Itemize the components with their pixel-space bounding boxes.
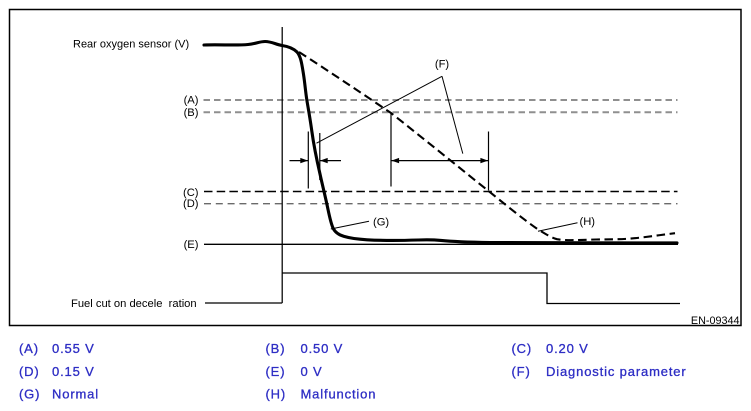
svg-text:(E): (E) (184, 239, 199, 251)
svg-text:(B): (B) (184, 107, 199, 119)
svg-text:(F): (F) (512, 364, 531, 379)
svg-text:(G): (G) (373, 216, 389, 228)
svg-text:0.15 V: 0.15 V (52, 364, 95, 379)
svg-text:(H): (H) (266, 386, 287, 401)
svg-text:Malfunction: Malfunction (301, 386, 377, 401)
svg-text:(F): (F) (435, 59, 450, 71)
svg-text:(D): (D) (183, 198, 199, 210)
svg-text:Normal: Normal (52, 386, 99, 401)
svg-text:Fuel cut on decele ration: Fuel cut on decele ration (71, 298, 197, 310)
svg-text:0.20 V: 0.20 V (546, 341, 589, 356)
svg-text:(C): (C) (183, 187, 199, 199)
svg-text:EN-09344: EN-09344 (691, 315, 740, 327)
svg-text:0 V: 0 V (301, 364, 323, 379)
svg-text:(E): (E) (266, 364, 286, 379)
svg-text:0.55 V: 0.55 V (52, 341, 95, 356)
svg-text:(G): (G) (19, 386, 40, 401)
svg-text:0.50 V: 0.50 V (301, 341, 344, 356)
svg-text:(A): (A) (19, 341, 39, 356)
svg-text:(A): (A) (184, 95, 199, 107)
svg-text:(B): (B) (266, 341, 286, 356)
svg-text:(D): (D) (19, 364, 40, 379)
svg-text:Rear oxygen sensor (V): Rear oxygen sensor (V) (73, 38, 189, 50)
svg-text:(C): (C) (512, 341, 533, 356)
svg-text:(H): (H) (580, 216, 596, 228)
svg-text:Diagnostic parameter: Diagnostic parameter (546, 364, 687, 379)
